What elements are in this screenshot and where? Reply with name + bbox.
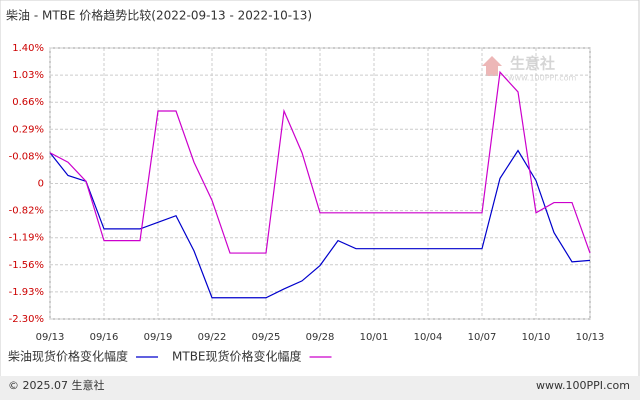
y-tick-label: 0: [38, 179, 44, 190]
x-tick-label: 10/04: [414, 332, 443, 343]
x-tick-label: 09/16: [90, 332, 119, 343]
legend-label: MTBE现货价格变化幅度: [172, 349, 302, 364]
y-tick-label: -0.82%: [9, 206, 44, 217]
watermark: 生意社 www.100PPI.com: [482, 55, 577, 83]
y-tick-label: -1.93%: [9, 287, 44, 298]
x-tick-label: 10/01: [360, 332, 389, 343]
y-tick-label: -0.08%: [9, 151, 44, 162]
logo: [482, 56, 502, 76]
watermark-url: www.100PPI.com: [508, 74, 577, 83]
y-tick-label: 0.66%: [12, 97, 44, 108]
x-tick-label: 10/07: [468, 332, 497, 343]
x-tick-label: 09/13: [36, 332, 65, 343]
footer-copyright: © 2025.07 生意社: [8, 378, 104, 392]
watermark-text: 生意社: [510, 55, 555, 73]
footer-band: [0, 376, 640, 400]
y-tick-label: -1.19%: [9, 233, 44, 244]
x-tick-label: 09/28: [306, 332, 335, 343]
x-tick-label: 09/19: [144, 332, 173, 343]
series-line: [49, 70, 591, 254]
y-tick-label: -1.56%: [9, 260, 44, 271]
x-tick-label: 09/22: [198, 332, 227, 343]
y-tick-label: 1.03%: [12, 70, 44, 81]
x-tick-label: 10/13: [576, 332, 605, 343]
x-tick-label: 09/25: [252, 332, 281, 343]
y-tick-label: 0.29%: [12, 124, 44, 135]
legend-label: 柴油现货价格变化幅度: [8, 349, 128, 364]
y-tick-label: -2.30%: [9, 314, 44, 325]
y-tick-label: 1.40%: [12, 43, 44, 54]
series-line: [49, 149, 591, 299]
chart-title: 柴油 - MTBE 价格趋势比较(2022-09-13 - 2022-10-13…: [6, 8, 312, 23]
footer-url: www.100PPI.com: [536, 379, 630, 392]
x-tick-label: 10/10: [522, 332, 551, 343]
